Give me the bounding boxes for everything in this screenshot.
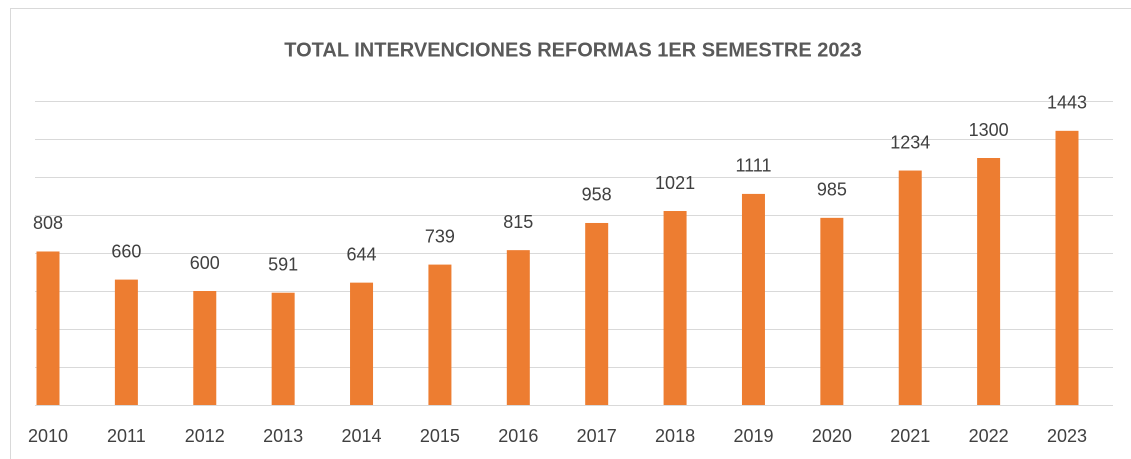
value-label: 660 [111,241,141,261]
value-label: 808 [33,213,63,233]
x-tick-label: 2023 [1047,426,1087,446]
value-label: 958 [582,185,612,205]
x-tick-label: 2021 [890,426,930,446]
x-tick-label: 2018 [655,426,695,446]
bar [36,251,60,405]
bar [271,292,295,405]
value-label: 985 [817,180,847,200]
bar [350,282,374,405]
value-label: 1443 [1047,93,1087,113]
bar [114,279,138,405]
x-tick-label: 2011 [107,426,146,446]
chart-title: TOTAL INTERVENCIONES REFORMAS 1ER SEMEST… [284,39,862,61]
bar [663,211,687,405]
x-tick-label: 2016 [498,426,538,446]
bar [193,291,217,405]
bar [820,217,844,405]
x-tick-label: 2010 [28,426,68,446]
x-tick-label: 2022 [969,426,1009,446]
value-label: 1111 [735,156,771,176]
x-tick-label: 2012 [185,426,225,446]
bar [428,264,452,405]
x-tick-label: 2013 [263,426,303,446]
value-label: 739 [425,226,455,246]
value-label: 1021 [655,173,695,193]
value-label: 591 [268,254,298,274]
value-label: 815 [503,212,533,232]
value-label: 644 [347,244,377,264]
bar [898,170,922,405]
x-tick-label: 2017 [577,426,617,446]
value-label: 1234 [890,132,930,152]
bar [585,222,609,405]
x-tick-label: 2015 [420,426,460,446]
bar [977,158,1001,405]
bar [506,250,530,405]
value-label: 600 [190,253,220,273]
bar [1055,130,1079,405]
value-label: 1300 [969,120,1009,140]
x-tick-label: 2020 [812,426,852,446]
x-tick-label: 2019 [733,426,773,446]
x-tick-label: 2014 [342,426,382,446]
bar [741,193,765,405]
